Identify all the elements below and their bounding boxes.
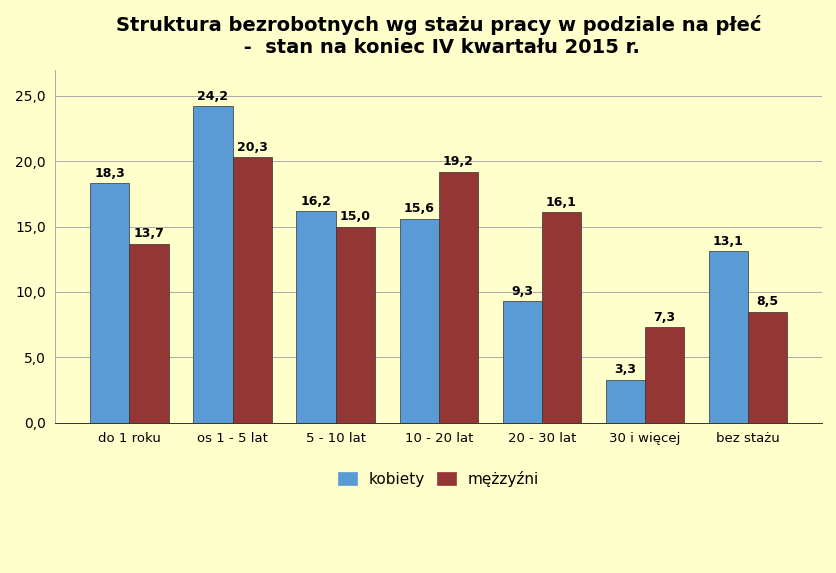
Text: 15,6: 15,6: [403, 202, 434, 215]
Text: 3,3: 3,3: [614, 363, 635, 376]
Title: Struktura bezrobotnych wg stażu pracy w podziale na płeć
 -  stan na koniec IV k: Struktura bezrobotnych wg stażu pracy w …: [116, 15, 761, 57]
Text: 13,7: 13,7: [134, 227, 165, 240]
Bar: [399, 219, 438, 423]
Bar: [644, 327, 683, 423]
Text: 16,1: 16,1: [545, 196, 576, 209]
Bar: [193, 106, 232, 423]
Bar: [502, 301, 541, 423]
Text: 13,1: 13,1: [712, 235, 743, 248]
Bar: [296, 211, 335, 423]
Bar: [438, 172, 477, 423]
Text: 18,3: 18,3: [94, 167, 125, 180]
Bar: [90, 183, 130, 423]
Text: 16,2: 16,2: [300, 195, 331, 207]
Text: 24,2: 24,2: [197, 90, 228, 103]
Text: 7,3: 7,3: [653, 311, 675, 324]
Bar: [130, 244, 169, 423]
Bar: [541, 212, 580, 423]
Text: 20,3: 20,3: [237, 141, 268, 154]
Bar: [747, 312, 786, 423]
Text: 8,5: 8,5: [756, 295, 777, 308]
Bar: [708, 252, 747, 423]
Legend: kobiety, mężzyźni: kobiety, mężzyźni: [332, 465, 544, 493]
Bar: [335, 226, 375, 423]
Bar: [605, 379, 644, 423]
Bar: [232, 157, 272, 423]
Text: 15,0: 15,0: [339, 210, 370, 223]
Text: 19,2: 19,2: [442, 155, 473, 168]
Text: 9,3: 9,3: [511, 285, 533, 298]
